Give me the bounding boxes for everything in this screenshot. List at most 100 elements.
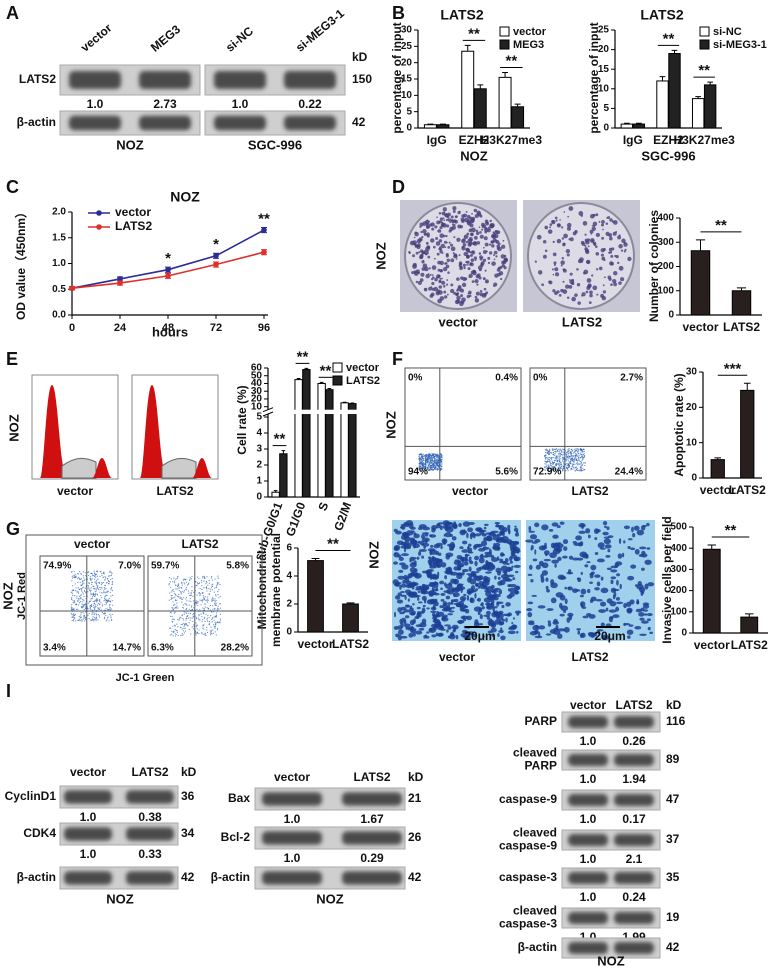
flow-event [441, 462, 442, 463]
flow-event [195, 633, 196, 634]
bar [512, 107, 524, 128]
cell [565, 598, 568, 604]
cell [567, 613, 573, 617]
colony [463, 264, 466, 267]
colony [610, 255, 613, 258]
flow-event [104, 613, 105, 614]
colony [424, 288, 428, 292]
flow-event [580, 470, 581, 471]
cell [499, 618, 502, 623]
flow-event [73, 575, 74, 576]
colony [501, 254, 505, 258]
flow-event [106, 603, 107, 604]
colony [485, 243, 489, 247]
flow-event [109, 575, 110, 576]
flow-event [181, 592, 182, 593]
flow-event [562, 449, 563, 450]
y-tick-label: 0.0 [52, 310, 66, 321]
flow-event [72, 576, 73, 577]
colony [431, 288, 434, 291]
cell [410, 563, 417, 568]
cell-line: NOZ [116, 137, 144, 152]
colony [446, 279, 448, 281]
colony [420, 273, 424, 277]
flow-event [85, 617, 86, 618]
flow-event [215, 631, 216, 632]
flow-event [78, 599, 79, 600]
y-axis-label: JC-1 Red [16, 572, 28, 620]
flow-event [546, 463, 547, 464]
flow-event [97, 570, 98, 571]
flow-event [196, 600, 197, 601]
flow-event [584, 463, 585, 464]
flow-event [76, 597, 77, 598]
flow-event [571, 449, 572, 450]
flow-event [216, 587, 217, 588]
kd-value: 19 [666, 910, 680, 924]
cell [577, 577, 581, 582]
cell [603, 521, 607, 525]
cell [497, 556, 499, 560]
colony [416, 252, 419, 255]
band [614, 794, 654, 806]
flow-event [570, 452, 571, 453]
flow-event [570, 461, 571, 462]
colony [474, 209, 478, 213]
cell [466, 533, 469, 539]
flow-event [86, 576, 87, 577]
flow-event [203, 612, 204, 613]
flow-event [79, 602, 80, 603]
flow-event [217, 610, 218, 611]
flow-event [172, 590, 173, 591]
flow-event [184, 614, 185, 615]
flow-event [551, 453, 552, 454]
colony [504, 258, 508, 262]
colony [565, 284, 569, 288]
cell [622, 553, 624, 558]
flow-event [94, 609, 95, 610]
flow-event [100, 607, 101, 608]
flow-event [170, 599, 171, 600]
flow-event [568, 470, 569, 471]
flow-event [108, 601, 109, 602]
flow-event [203, 581, 204, 582]
flow-event [556, 448, 557, 449]
flow-event [555, 457, 556, 458]
flow-event [189, 604, 190, 605]
flow-event [90, 591, 91, 592]
cell [394, 546, 400, 551]
band-quant: 1.0 [580, 890, 597, 904]
flow-event [554, 449, 555, 450]
bar [437, 125, 449, 128]
flow-event [570, 469, 571, 470]
band [126, 827, 174, 840]
cell [510, 561, 513, 564]
flow-event [74, 615, 75, 616]
flow-event [80, 582, 81, 583]
flow-event [431, 463, 432, 464]
band [284, 116, 336, 130]
flow-event [79, 616, 80, 617]
cell [447, 613, 453, 615]
flow-event [551, 463, 552, 464]
flow-event [441, 461, 442, 462]
row-label: caspase-3 [499, 870, 557, 884]
flow-event [211, 612, 212, 613]
flow-event [548, 457, 549, 458]
flow-event [86, 601, 87, 602]
colony [548, 229, 553, 234]
cell [429, 561, 436, 566]
cell [535, 636, 543, 639]
flow-event [76, 591, 77, 592]
colony [460, 294, 463, 297]
y-tick-label: 0 [406, 123, 412, 134]
flow-event [557, 451, 558, 452]
colony [455, 300, 459, 304]
flow-event [196, 618, 197, 619]
cell [611, 580, 614, 585]
cell [615, 607, 619, 612]
colony [431, 282, 434, 285]
flow-event [555, 464, 556, 465]
colony [609, 261, 613, 265]
flow-event [106, 620, 107, 621]
